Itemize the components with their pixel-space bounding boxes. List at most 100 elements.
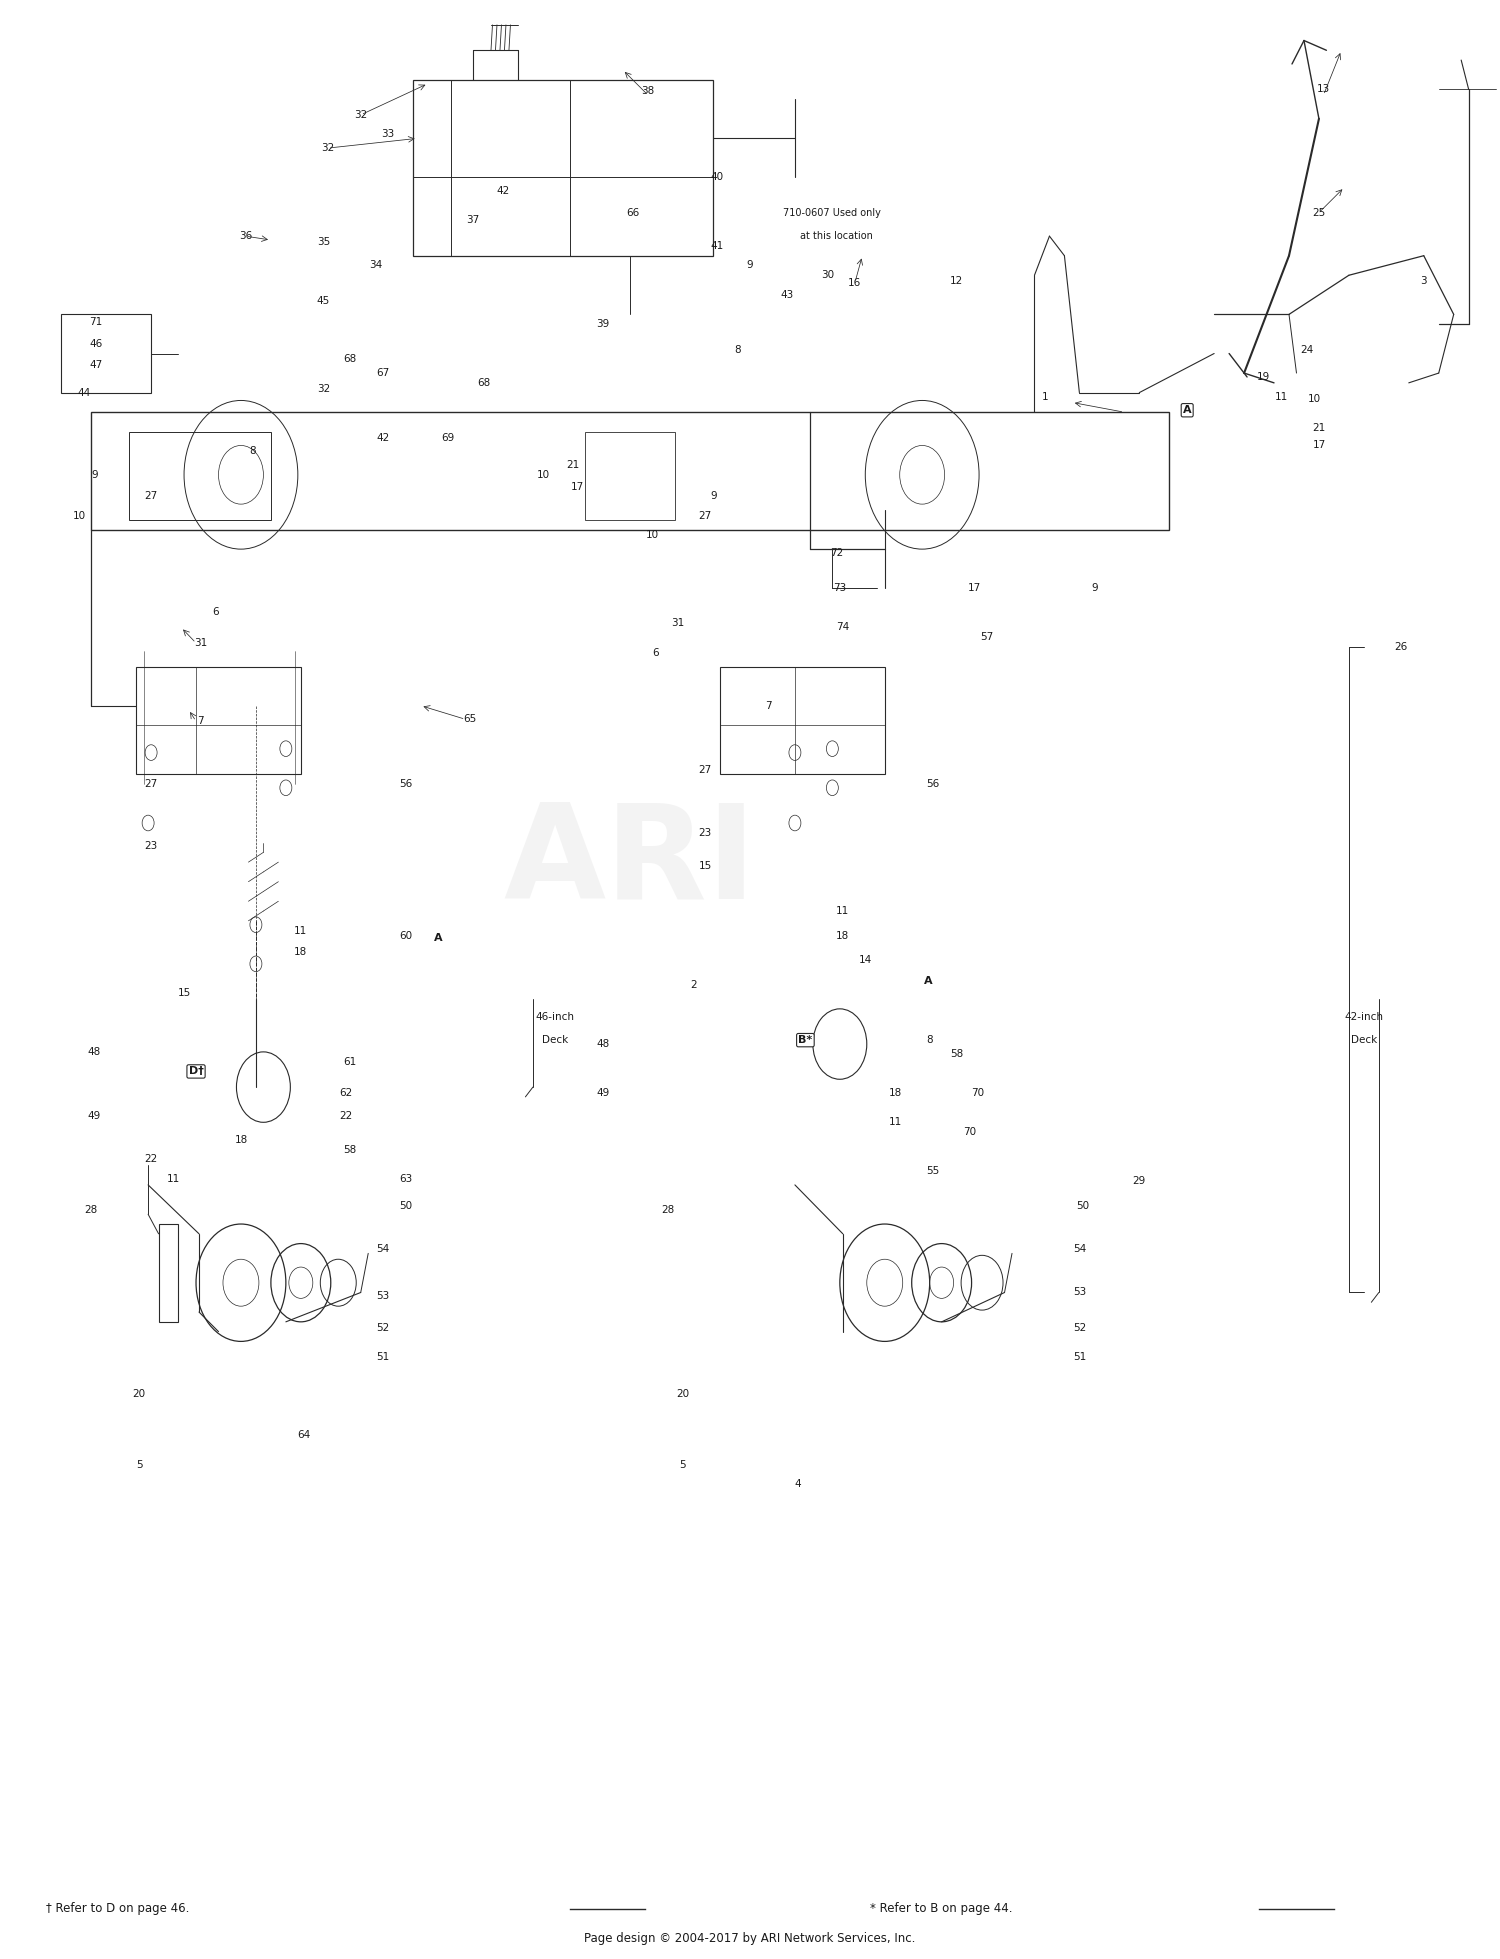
Text: 22: 22 [144, 1154, 158, 1164]
Circle shape [827, 780, 839, 795]
Text: 11: 11 [836, 905, 849, 917]
Text: 5: 5 [680, 1459, 686, 1469]
Text: 61: 61 [344, 1056, 357, 1066]
Text: 70: 70 [970, 1087, 984, 1097]
Text: 4: 4 [795, 1479, 801, 1489]
Text: 63: 63 [399, 1173, 412, 1183]
Circle shape [827, 741, 839, 756]
Text: 6: 6 [652, 648, 658, 658]
Text: 36: 36 [238, 231, 252, 241]
Text: 9: 9 [92, 470, 98, 480]
Text: 34: 34 [369, 261, 382, 270]
Circle shape [280, 741, 292, 756]
Text: 9: 9 [747, 261, 753, 270]
Text: 43: 43 [782, 290, 794, 300]
Text: 40: 40 [711, 172, 723, 182]
Text: B*: B* [798, 1034, 813, 1046]
Text: 10: 10 [72, 511, 86, 521]
Text: 18: 18 [234, 1134, 248, 1144]
Text: 48: 48 [87, 1046, 100, 1056]
Text: 6: 6 [211, 607, 219, 617]
Text: 67: 67 [376, 368, 390, 378]
Text: 65: 65 [464, 715, 477, 725]
Text: 68: 68 [344, 355, 357, 364]
Text: † Refer to D on page 46.: † Refer to D on page 46. [46, 1902, 189, 1916]
Text: 56: 56 [399, 780, 412, 789]
Text: 27: 27 [699, 766, 711, 776]
Text: 10: 10 [1308, 394, 1322, 404]
Text: 12: 12 [950, 276, 963, 286]
Text: 41: 41 [711, 241, 723, 251]
Text: 46-inch: 46-inch [536, 1011, 574, 1023]
Text: 10: 10 [646, 531, 658, 541]
Text: 30: 30 [822, 270, 834, 280]
Text: A: A [924, 976, 933, 987]
Text: 47: 47 [88, 360, 102, 370]
Text: 11: 11 [294, 925, 307, 936]
Text: 26: 26 [1395, 643, 1408, 652]
Text: 5: 5 [136, 1459, 142, 1469]
Text: 17: 17 [968, 584, 981, 594]
Text: 69: 69 [441, 433, 454, 443]
Text: 62: 62 [339, 1087, 352, 1097]
Text: 71: 71 [88, 317, 102, 327]
Text: 32: 32 [321, 143, 334, 153]
Circle shape [146, 744, 158, 760]
Text: 11: 11 [166, 1173, 180, 1183]
Text: 54: 54 [376, 1244, 390, 1254]
Circle shape [251, 956, 262, 972]
Text: 48: 48 [597, 1038, 610, 1050]
Text: 27: 27 [144, 492, 158, 502]
Text: 8: 8 [735, 345, 741, 355]
Text: 49: 49 [597, 1087, 610, 1097]
Text: 42: 42 [376, 433, 390, 443]
Text: 710-0607 Used only: 710-0607 Used only [783, 208, 882, 217]
Text: D†: D† [189, 1066, 204, 1075]
Text: 15: 15 [177, 987, 190, 999]
Text: 11: 11 [1275, 392, 1288, 402]
Text: 66: 66 [627, 208, 640, 217]
Text: 50: 50 [399, 1201, 412, 1211]
Text: 33: 33 [381, 129, 394, 139]
Text: 9: 9 [711, 492, 717, 502]
Text: 32: 32 [316, 384, 330, 394]
Text: 51: 51 [1072, 1352, 1086, 1362]
Text: 39: 39 [597, 319, 610, 329]
Text: 10: 10 [537, 470, 550, 480]
Text: 31: 31 [672, 619, 686, 629]
Text: Page design © 2004-2017 by ARI Network Services, Inc.: Page design © 2004-2017 by ARI Network S… [585, 1932, 915, 1945]
Text: 17: 17 [572, 482, 585, 492]
Text: 56: 56 [926, 780, 939, 789]
Text: 7: 7 [765, 701, 771, 711]
Text: 17: 17 [1312, 441, 1326, 451]
Text: 25: 25 [1312, 208, 1326, 217]
Text: 68: 68 [477, 378, 490, 388]
Text: 2: 2 [690, 980, 696, 991]
Text: 60: 60 [399, 931, 412, 942]
Text: 72: 72 [830, 549, 843, 558]
Text: 16: 16 [847, 278, 861, 288]
Text: 22: 22 [339, 1111, 352, 1121]
Text: 54: 54 [1072, 1244, 1086, 1254]
Text: 11: 11 [888, 1117, 902, 1126]
Text: 15: 15 [699, 862, 711, 872]
Text: 23: 23 [144, 842, 158, 852]
Text: 28: 28 [662, 1205, 675, 1215]
Text: 23: 23 [699, 829, 711, 838]
Text: 28: 28 [84, 1205, 98, 1215]
Text: at this location: at this location [801, 231, 873, 241]
Circle shape [280, 780, 292, 795]
Text: 20: 20 [676, 1389, 688, 1399]
Text: 14: 14 [858, 954, 871, 966]
Text: 9: 9 [1090, 584, 1098, 594]
Text: 29: 29 [1132, 1175, 1146, 1185]
Text: 57: 57 [980, 633, 993, 643]
Text: 46: 46 [88, 339, 102, 349]
Text: 58: 58 [950, 1048, 963, 1058]
Text: 27: 27 [144, 780, 158, 789]
Text: ARI: ARI [504, 799, 756, 925]
Text: 19: 19 [1257, 372, 1270, 382]
Text: 24: 24 [1300, 345, 1314, 355]
Text: 74: 74 [836, 623, 849, 633]
Text: 52: 52 [376, 1322, 390, 1332]
